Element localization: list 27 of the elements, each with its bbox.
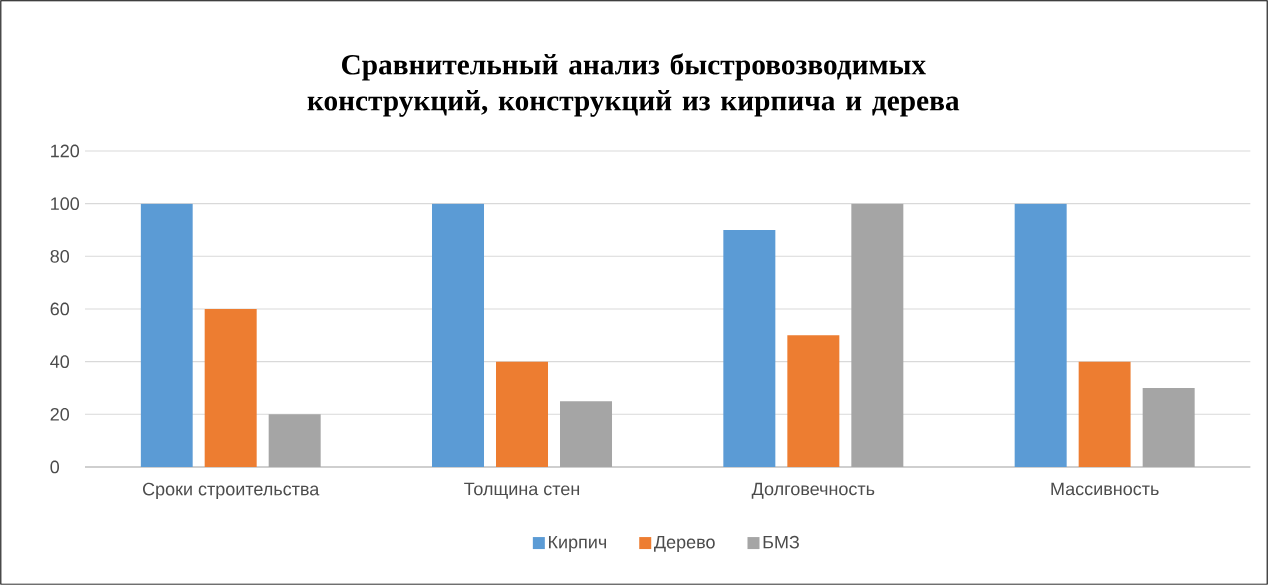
bar bbox=[1078, 361, 1131, 467]
x-tick-label: Долговечность bbox=[751, 482, 875, 499]
bar bbox=[1142, 387, 1195, 467]
bar bbox=[496, 361, 549, 467]
bar bbox=[851, 203, 904, 467]
y-tick-label: 120 bbox=[51, 144, 80, 158]
bar bbox=[432, 203, 485, 467]
x-tick-label: Сроки строительства bbox=[142, 482, 320, 500]
legend-label: Дерево bbox=[654, 535, 715, 552]
x-tick-label: Толщина стен bbox=[464, 482, 580, 499]
x-tick-label: Массивность bbox=[1051, 482, 1159, 496]
bar bbox=[204, 308, 257, 467]
y-tick-label: 20 bbox=[50, 407, 70, 421]
bar bbox=[787, 335, 840, 467]
y-tick-label: 100 bbox=[51, 197, 80, 211]
legend-label: БМЗ bbox=[763, 535, 799, 549]
bar bbox=[723, 229, 776, 467]
bar bbox=[140, 203, 193, 467]
legend-label: Кирпич bbox=[548, 535, 606, 552]
bar bbox=[268, 414, 321, 467]
y-tick-label: 80 bbox=[50, 249, 70, 263]
chart-title: Сравнительный анализ быстровозводимых конструкций, конструкций из кирпича и дерева bbox=[307, 53, 960, 117]
y-tick-label: 60 bbox=[50, 302, 70, 316]
y-tick-label: 40 bbox=[50, 355, 70, 369]
bar bbox=[1014, 203, 1067, 467]
bar bbox=[560, 401, 613, 467]
y-tick-label: 0 bbox=[50, 460, 60, 474]
